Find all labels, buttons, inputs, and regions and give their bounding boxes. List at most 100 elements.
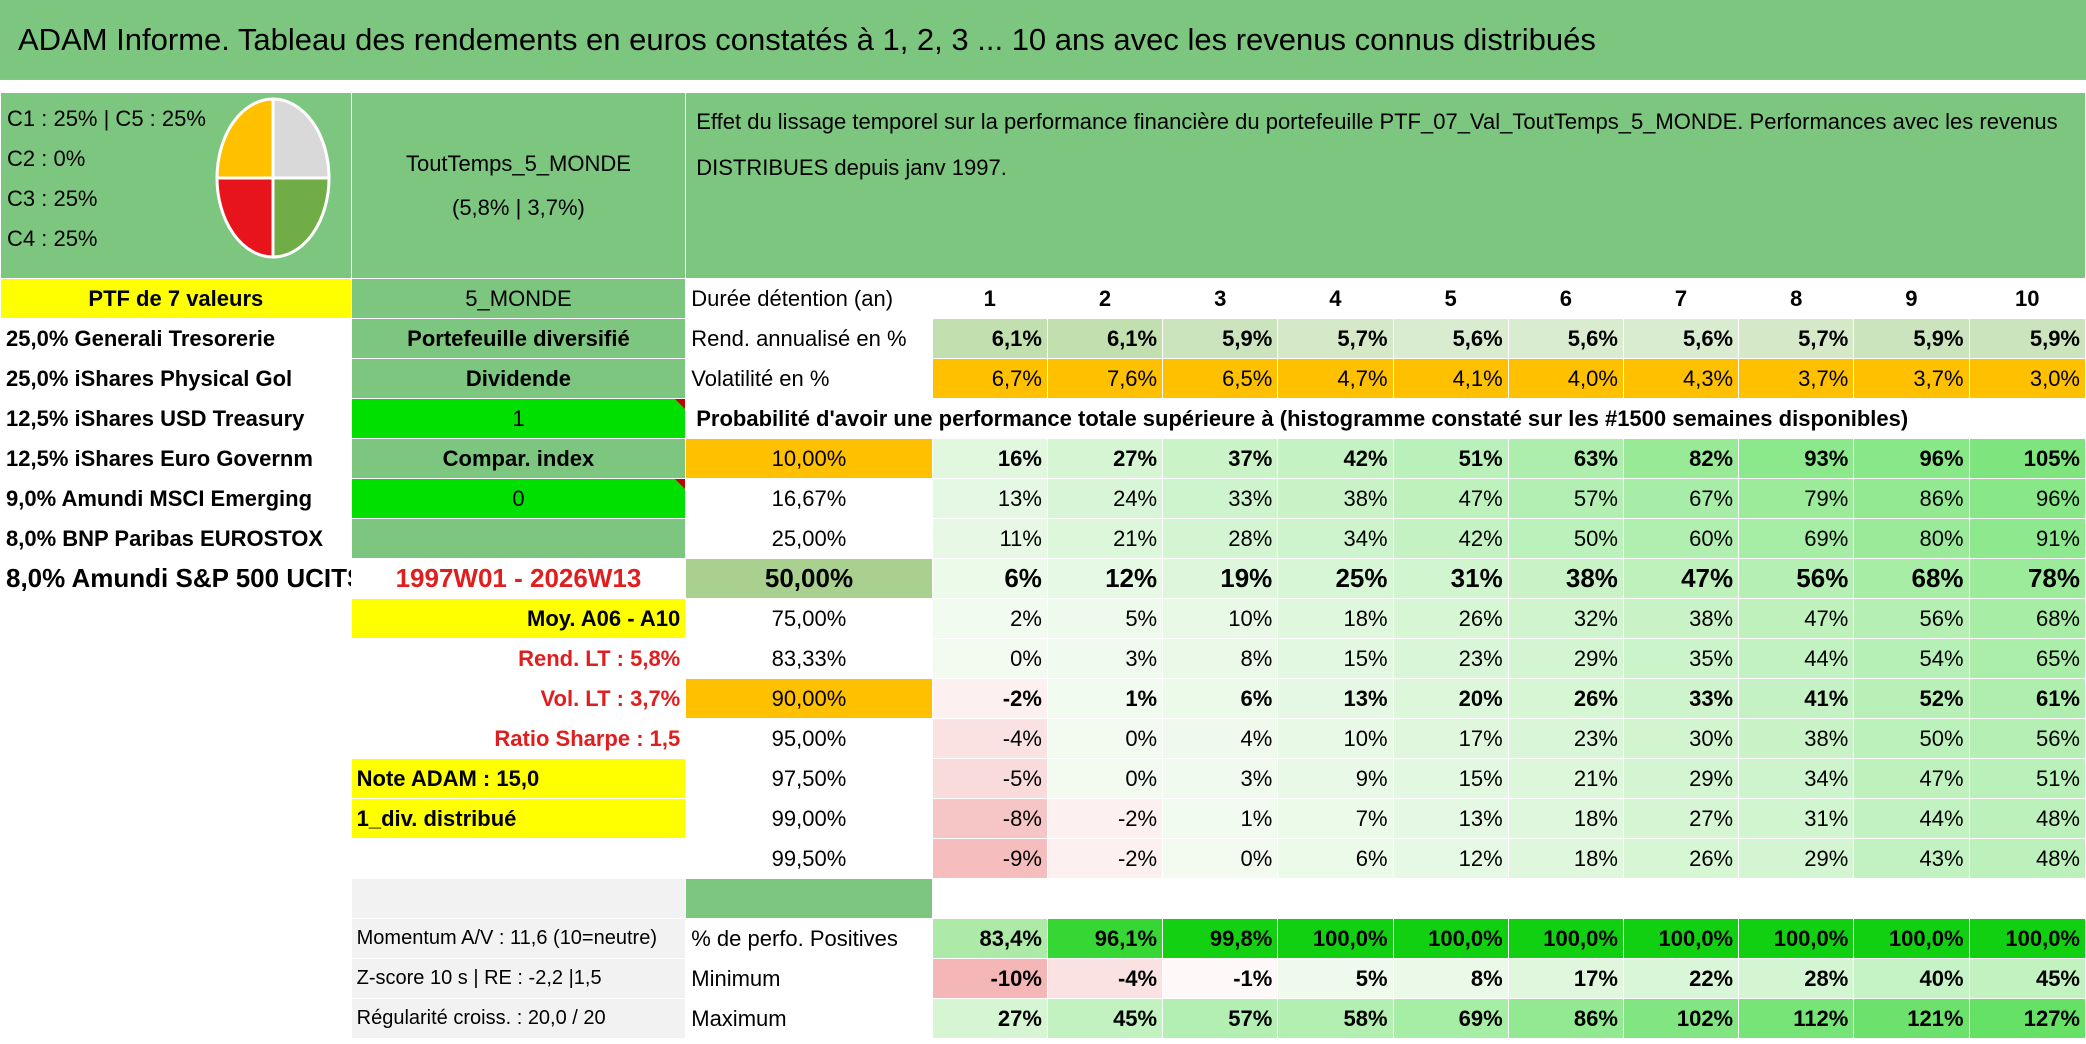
probability-value: 38% <box>1738 718 1855 759</box>
report-title: ADAM Informe. Tableau des rendements en … <box>0 0 2086 80</box>
pie-slice-c1 <box>271 97 331 180</box>
vol-value: 4,0% <box>1507 358 1624 399</box>
portfolio-stats: (5,8% | 3,7%) <box>452 194 585 220</box>
allocation-line: C4 : 25% <box>7 226 98 251</box>
probability-value: 31% <box>1738 798 1855 839</box>
probability-value: 16% <box>931 438 1048 479</box>
probability-value: 23% <box>1507 718 1624 759</box>
probability-value: 50% <box>1507 518 1624 559</box>
probability-value: 9% <box>1277 758 1394 799</box>
probability-value: -2% <box>1046 838 1164 879</box>
minimum-label: Minimum <box>685 958 933 999</box>
maximum-value: 57% <box>1162 998 1279 1039</box>
allocation-line: C3 : 25% <box>7 186 98 211</box>
year-header: 7 <box>1622 278 1740 319</box>
rend-value: 5,6% <box>1507 318 1624 359</box>
probability-threshold: 83,33% <box>685 638 933 679</box>
maximum-value: 121% <box>1853 998 1970 1039</box>
probability-value: 7% <box>1277 798 1394 839</box>
table-row: 25,0% iShares Physical Gol Dividende Volat… <box>0 358 2086 399</box>
probability-value: 29% <box>1507 638 1624 679</box>
probability-value: 82% <box>1622 438 1740 479</box>
minimum-value: 28% <box>1738 958 1855 999</box>
indicator-label: Régularité croiss. : 20,0 / 20 <box>350 998 687 1039</box>
probability-value: 0% <box>1046 758 1164 799</box>
sharpe-ratio: Ratio Sharpe : 1,5 <box>350 718 687 759</box>
probability-value: 27% <box>1046 438 1164 479</box>
probability-value: 35% <box>1622 638 1740 679</box>
positives-value: 100,0% <box>1392 918 1509 959</box>
probability-value: 15% <box>1277 638 1394 679</box>
allocation-pie-chart <box>215 97 331 259</box>
holding-name: 12,5% iShares USD Treasury <box>0 398 352 439</box>
probability-threshold: 99,00% <box>685 798 933 839</box>
positives-value: 83,4% <box>931 918 1048 959</box>
probability-value: 43% <box>1853 838 1970 879</box>
probability-value: 0% <box>1162 838 1279 879</box>
probability-value: 28% <box>1162 518 1279 559</box>
probability-value: 47% <box>1853 758 1970 799</box>
empty-cell <box>685 878 933 919</box>
empty-cell <box>1046 878 1164 919</box>
probability-value: 1% <box>1046 678 1164 719</box>
probability-value: 26% <box>1392 598 1509 639</box>
probability-value: 34% <box>1277 518 1394 559</box>
probability-value: 91% <box>1968 518 2086 559</box>
minimum-value: 40% <box>1853 958 1970 999</box>
holding-name: 9,0% Amundi MSCI Emerging <box>0 478 352 519</box>
probability-value: 48% <box>1968 838 2086 879</box>
table-row <box>0 878 2086 919</box>
probability-value: -8% <box>931 798 1048 839</box>
table-row: Régularité croiss. : 20,0 / 20 Maximum 27%… <box>0 998 2086 1039</box>
probability-value: 56% <box>1853 598 1970 639</box>
empty-cell <box>0 678 352 719</box>
indicator-label: Momentum A/V : 11,6 (10=neutre) <box>350 918 687 959</box>
portfolio-type: Portefeuille diversifié <box>350 318 687 359</box>
probability-threshold: 75,00% <box>685 598 933 639</box>
probability-value: 23% <box>1392 638 1509 679</box>
empty-cell <box>0 798 352 839</box>
rend-value: 5,9% <box>1968 318 2086 359</box>
rend-value: 5,6% <box>1622 318 1740 359</box>
probability-value: 13% <box>931 478 1048 519</box>
minimum-value: -1% <box>1162 958 1279 999</box>
empty-cell <box>0 998 352 1039</box>
probability-value: 42% <box>1277 438 1394 479</box>
probability-value: 6% <box>1277 838 1394 879</box>
period-label: 1997W01 - 2026W13 <box>350 558 687 599</box>
pie-slice-c3 <box>271 176 331 259</box>
empty-cell <box>931 878 1048 919</box>
portfolio-name-cell: ToutTemps_5_MONDE (5,8% | 3,7%) <box>350 92 687 279</box>
probability-threshold: 99,50% <box>685 838 933 879</box>
rend-lt: Rend. LT : 5,8% <box>350 638 687 679</box>
table-row: Ratio Sharpe : 1,5 95,00% -4% 0% 4% 10% 17% 23%… <box>0 718 2086 759</box>
empty-cell <box>350 878 687 919</box>
probability-value: 33% <box>1162 478 1279 519</box>
table-row: Vol. LT : 3,7% 90,00% -2% 1% 6% 13% 20% 26% 33% 4… <box>0 678 2086 719</box>
duration-label: Durée détention (an) <box>685 278 933 319</box>
probability-value: 32% <box>1507 598 1624 639</box>
dividend-value: 1 <box>350 398 687 439</box>
positives-value: 96,1% <box>1046 918 1164 959</box>
probability-value: -2% <box>931 678 1048 719</box>
probability-value: 79% <box>1738 478 1855 519</box>
rend-value: 6,1% <box>931 318 1048 359</box>
probability-value: 0% <box>931 638 1048 679</box>
probability-value: -9% <box>931 838 1048 879</box>
minimum-value: 22% <box>1622 958 1740 999</box>
portfolio-description: Effet du lissage temporel sur la perform… <box>685 92 2086 279</box>
holding-name: 8,0% BNP Paribas EUROSTOX <box>0 518 352 559</box>
probability-value: 25% <box>1277 558 1394 599</box>
vol-value: 6,5% <box>1162 358 1279 399</box>
rend-value: 5,7% <box>1738 318 1855 359</box>
probability-value: 18% <box>1277 598 1394 639</box>
probability-threshold: 50,00% <box>685 558 933 599</box>
positives-value: 100,0% <box>1738 918 1855 959</box>
positives-value: 100,0% <box>1507 918 1624 959</box>
probability-value: 56% <box>1738 558 1855 599</box>
rend-value: 5,9% <box>1853 318 1970 359</box>
table-row: PTF de 7 valeurs 5_MONDE Durée détention (… <box>0 278 2086 319</box>
probability-value: 5% <box>1046 598 1164 639</box>
rend-label: Rend. annualisé en % <box>685 318 933 359</box>
holding-name: 12,5% iShares Euro Governm <box>0 438 352 479</box>
